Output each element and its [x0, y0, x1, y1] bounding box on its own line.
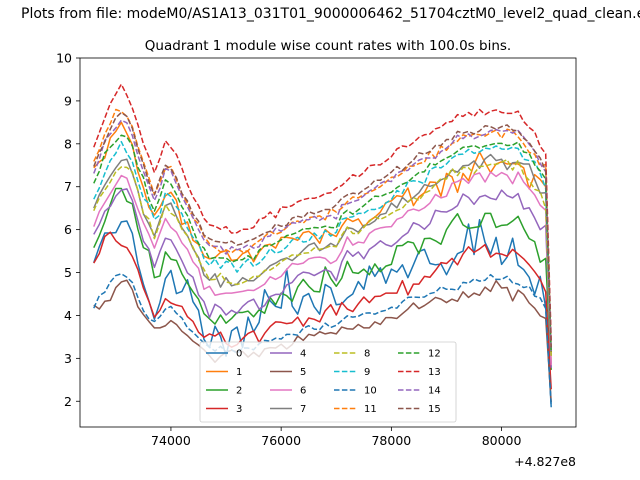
legend-label: 0: [236, 349, 242, 360]
legend-box: [199, 341, 457, 423]
series-line-15: [93, 111, 552, 348]
legend-label: 9: [364, 367, 370, 378]
series-line-11: [93, 108, 552, 352]
series-line-1: [93, 121, 552, 365]
series-line-3: [93, 231, 552, 390]
x-offset-label: +4.827e8: [514, 454, 576, 469]
series-line-10: [93, 273, 552, 406]
legend-label: 7: [300, 404, 306, 415]
legend-label: 14: [428, 386, 441, 397]
legend-label: 6: [300, 386, 306, 397]
y-axis: 2 3 4 5 6 7 8 9 10: [56, 51, 80, 409]
y-tick-label: 8: [64, 136, 72, 151]
x-tick-label: 78000: [371, 433, 411, 448]
legend-label: 5: [300, 367, 306, 378]
x-tick-label: 80000: [482, 433, 522, 448]
series-line-6: [93, 171, 552, 366]
y-tick-label: 5: [64, 265, 72, 280]
legend-label: 1: [236, 367, 242, 378]
x-axis: 74000 76000 78000 80000: [151, 427, 522, 448]
series-line-12: [93, 134, 552, 354]
plot-lines: [93, 83, 552, 408]
x-tick-label: 74000: [151, 433, 191, 448]
y-tick-label: 9: [64, 93, 72, 108]
y-tick-label: 3: [64, 351, 72, 366]
x-tick-label: 76000: [261, 433, 301, 448]
legend-label: 15: [428, 404, 441, 415]
series-line-8: [93, 158, 552, 358]
chart-title: Quadrant 1 module wise count rates with …: [145, 38, 511, 54]
legend-label: 12: [428, 349, 441, 360]
series-line-14: [93, 119, 552, 352]
series-line-4: [93, 188, 552, 368]
series-line-0: [93, 219, 552, 408]
series-line-2: [93, 187, 552, 370]
y-tick-label: 4: [64, 308, 72, 323]
y-tick-label: 6: [64, 222, 72, 237]
series-line-5: [93, 279, 552, 403]
series-line-13: [93, 83, 552, 341]
series-line-9: [93, 140, 552, 353]
axes-frame: [79, 57, 577, 428]
y-tick-label: 2: [64, 394, 72, 409]
y-tick-label: 10: [56, 51, 72, 66]
legend-label: 4: [300, 349, 306, 360]
legend-label: 2: [236, 386, 242, 397]
legend-label: 8: [364, 349, 370, 360]
legend-label: 13: [428, 367, 441, 378]
legend-label: 3: [236, 404, 242, 415]
legend-label: 10: [364, 386, 377, 397]
figure-suptitle: Plots from file: modeM0/AS1A13_031T01_90…: [21, 6, 640, 22]
legend-label: 11: [364, 404, 377, 415]
y-tick-label: 7: [64, 179, 72, 194]
